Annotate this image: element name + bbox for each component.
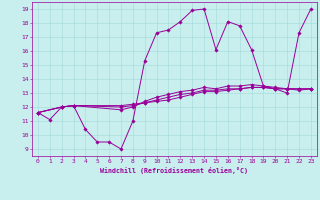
X-axis label: Windchill (Refroidissement éolien,°C): Windchill (Refroidissement éolien,°C) xyxy=(100,167,248,174)
